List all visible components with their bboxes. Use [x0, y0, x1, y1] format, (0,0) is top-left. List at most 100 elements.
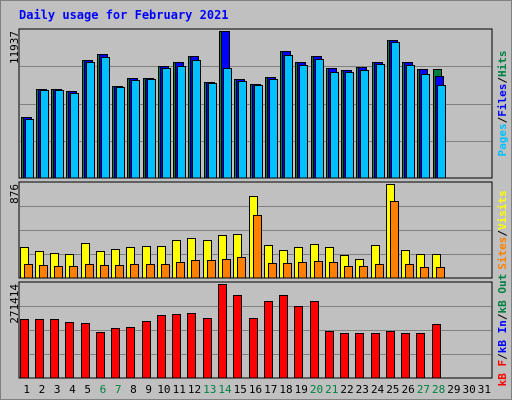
- day-label: 8: [130, 383, 137, 396]
- bar-kb-f: [20, 319, 29, 379]
- bar-kb-f: [325, 331, 334, 379]
- day-label: 4: [69, 383, 76, 396]
- bar-sites: [390, 201, 399, 279]
- bar-kb-f: [142, 321, 151, 379]
- bar-kb-f: [203, 318, 212, 379]
- bar-pages: [330, 72, 339, 179]
- day-label: 24: [371, 383, 385, 396]
- bar-pages: [315, 59, 324, 179]
- bar-kb-f: [279, 295, 288, 379]
- axis-label-part: kB In: [496, 320, 509, 353]
- bar-pages: [284, 55, 293, 179]
- bar-sites: [344, 266, 353, 279]
- day-label: 30: [462, 383, 475, 396]
- bar-sites: [298, 262, 307, 279]
- bar-sites: [207, 260, 216, 279]
- bar-kb-f: [50, 319, 59, 379]
- bar-kb-f: [81, 323, 90, 379]
- axis-label-part: kB Out: [496, 274, 509, 314]
- day-label: 15: [234, 383, 247, 396]
- bar-sites: [130, 264, 139, 279]
- day-label: 22: [340, 383, 353, 396]
- bar-kb-f: [371, 333, 380, 379]
- day-label: 2: [39, 383, 46, 396]
- day-label: 31: [478, 383, 491, 396]
- bar-sites: [359, 266, 368, 279]
- day-label: 13: [203, 383, 216, 396]
- bar-kb-f: [157, 315, 166, 379]
- bar-pages: [345, 72, 354, 179]
- bar-pages: [254, 85, 263, 179]
- bar-kb-f: [187, 313, 196, 379]
- bar-sites: [329, 262, 338, 279]
- bar-pages: [376, 64, 385, 179]
- y-max-label: 11937: [8, 31, 21, 64]
- bar-kb-f: [340, 333, 349, 379]
- bar-kb-f: [96, 332, 105, 379]
- bar-kb-f: [126, 327, 135, 379]
- bar-pages: [437, 85, 446, 179]
- day-label: 7: [115, 383, 122, 396]
- bar-pages: [177, 66, 186, 179]
- day-label: 26: [401, 383, 414, 396]
- day-label: 6: [100, 383, 107, 396]
- bar-sites: [283, 263, 292, 279]
- bar-sites: [405, 264, 414, 279]
- bar-sites: [314, 261, 323, 279]
- bar-sites: [115, 265, 124, 279]
- bar-pages: [223, 68, 232, 179]
- bar-pages: [406, 65, 415, 179]
- axis-label-part: Pages: [496, 123, 509, 156]
- bar-pages: [131, 80, 140, 179]
- day-label: 29: [447, 383, 460, 396]
- bar-pages: [86, 62, 95, 179]
- bar-sites: [375, 264, 384, 279]
- bar-sites: [100, 265, 109, 279]
- bar-sites: [54, 266, 63, 279]
- bar-sites: [268, 263, 277, 279]
- day-label: 16: [249, 383, 262, 396]
- bar-pages: [269, 79, 278, 179]
- axis-label: Sites/Visits: [496, 190, 509, 270]
- day-label: 20: [310, 383, 323, 396]
- bar-kb-f: [111, 328, 120, 379]
- bar-pages: [192, 60, 201, 179]
- axis-label-part: Visits: [496, 190, 509, 230]
- chart-title: Daily usage for February 2021: [19, 8, 229, 22]
- bar-kb-f: [294, 306, 303, 379]
- bar-kb-f: [416, 333, 425, 379]
- bar-kb-f: [264, 301, 273, 379]
- bar-kb-f: [218, 284, 227, 379]
- day-label: 18: [279, 383, 292, 396]
- bar-kb-f: [172, 314, 181, 379]
- bar-pages: [162, 68, 171, 179]
- bar-pages: [116, 87, 125, 179]
- axis-label: Pages/Files/Hits: [496, 51, 509, 157]
- day-label: 27: [417, 383, 430, 396]
- day-label: 19: [295, 383, 308, 396]
- bar-pages: [55, 90, 64, 179]
- bar-pages: [238, 81, 247, 179]
- bar-sites: [161, 264, 170, 279]
- day-label: 23: [356, 383, 369, 396]
- bar-sites: [176, 262, 185, 279]
- bar-pages: [208, 83, 217, 179]
- bar-sites: [436, 267, 445, 279]
- bar-kb-f: [386, 331, 395, 379]
- day-label: 17: [264, 383, 277, 396]
- bar-pages: [391, 42, 400, 179]
- bar-pages: [40, 90, 49, 179]
- bar-pages: [70, 93, 79, 179]
- bar-kb-f: [249, 318, 258, 379]
- bar-kb-f: [432, 324, 441, 379]
- axis-label-part: Sites: [496, 237, 509, 270]
- bar-sites: [222, 259, 231, 279]
- bar-pages: [147, 79, 156, 179]
- bar-pages: [101, 57, 110, 179]
- day-label: 1: [23, 383, 30, 396]
- axis-label: kB F/kB In/kB Out: [496, 274, 509, 387]
- y-max-label: 271414: [8, 284, 21, 324]
- bar-pages: [299, 65, 308, 179]
- bar-pages: [360, 70, 369, 179]
